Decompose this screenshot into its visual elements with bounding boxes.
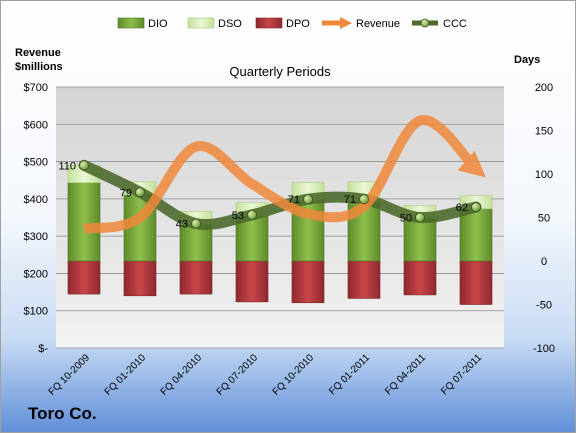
- bar-dio: [403, 218, 437, 262]
- left-tick-label: $400: [24, 194, 48, 206]
- ccc-line: [78, 159, 482, 230]
- legend: DIO DSO DPO Revenue CCC: [117, 17, 467, 30]
- legend-label: DSO: [218, 18, 242, 30]
- bar-dio: [235, 215, 269, 262]
- bar-dio: [459, 208, 493, 262]
- ccc-data-label: 53: [232, 210, 244, 222]
- legend-swatch-marker: [420, 18, 430, 28]
- ccc-marker: [191, 218, 201, 229]
- legend-swatch: [117, 17, 145, 29]
- legend-label: CCC: [443, 18, 467, 30]
- legend-label: DPO: [286, 18, 310, 30]
- ccc-data-label: 71: [288, 194, 300, 206]
- bar-dpo: [235, 260, 269, 303]
- ccc-data-label: 79: [120, 187, 132, 199]
- ccc-marker: [359, 194, 369, 205]
- legend-swatch: [255, 17, 283, 29]
- left-tick-label: $100: [24, 306, 48, 318]
- company-name: Toro Co.: [28, 404, 97, 423]
- ccc-marker: [471, 202, 481, 212]
- ccc-data-label: 110: [58, 160, 76, 172]
- ccc-data-label: 62: [456, 202, 468, 214]
- bar-dpo: [123, 260, 157, 297]
- revenue-line: [83, 115, 486, 234]
- bar-dio: [67, 182, 101, 262]
- legend-label: Revenue: [356, 18, 400, 30]
- right-tick-label: 100: [535, 169, 553, 181]
- right-tick-label: -50: [536, 300, 552, 312]
- chart-title: Quarterly Periods: [229, 64, 331, 79]
- ccc-marker: [135, 187, 145, 198]
- left-tick-label: $-: [38, 343, 48, 355]
- bar-dpo: [403, 260, 437, 296]
- right-axis-ticks: -100 -50 0 50 100 150 200: [533, 82, 555, 355]
- left-axis-label: Revenue $millions: [15, 47, 63, 73]
- right-tick-label: 200: [535, 82, 553, 94]
- ccc-marker: [79, 160, 89, 171]
- ccc-data-label: 50: [400, 213, 412, 225]
- right-tick-label: -100: [533, 343, 555, 355]
- bar-dpo: [291, 260, 325, 304]
- left-tick-label: $300: [24, 231, 48, 243]
- bar-dpo: [67, 260, 101, 295]
- left-tick-label: $700: [24, 82, 48, 94]
- left-tick-label: $600: [24, 119, 48, 131]
- legend-swatch-arrowhead: [340, 17, 352, 29]
- ccc-marker: [303, 194, 313, 205]
- left-tick-label: $500: [24, 157, 48, 169]
- right-tick-label: 150: [535, 126, 553, 138]
- right-axis-label: Days: [514, 54, 540, 66]
- right-tick-label: 0: [541, 256, 547, 268]
- right-tick-label: 50: [538, 213, 550, 225]
- data-labels: 110 79 43 53 71 71 50 62: [58, 160, 468, 230]
- legend-swatch: [187, 17, 215, 29]
- bar-dpo: [459, 260, 493, 305]
- ccc-data-label: 71: [344, 194, 356, 206]
- legend-label: DIO: [148, 18, 168, 30]
- lines: [78, 115, 486, 234]
- ccc-marker: [415, 212, 425, 223]
- bar-dpo: [347, 260, 381, 299]
- ccc-marker: [247, 209, 257, 220]
- bar-dpo: [179, 260, 213, 295]
- ccc-data-label: 43: [176, 219, 188, 231]
- left-tick-label: $200: [24, 268, 48, 280]
- left-axis-ticks: $- $100 $200 $300 $400 $500 $600 $700: [24, 82, 49, 355]
